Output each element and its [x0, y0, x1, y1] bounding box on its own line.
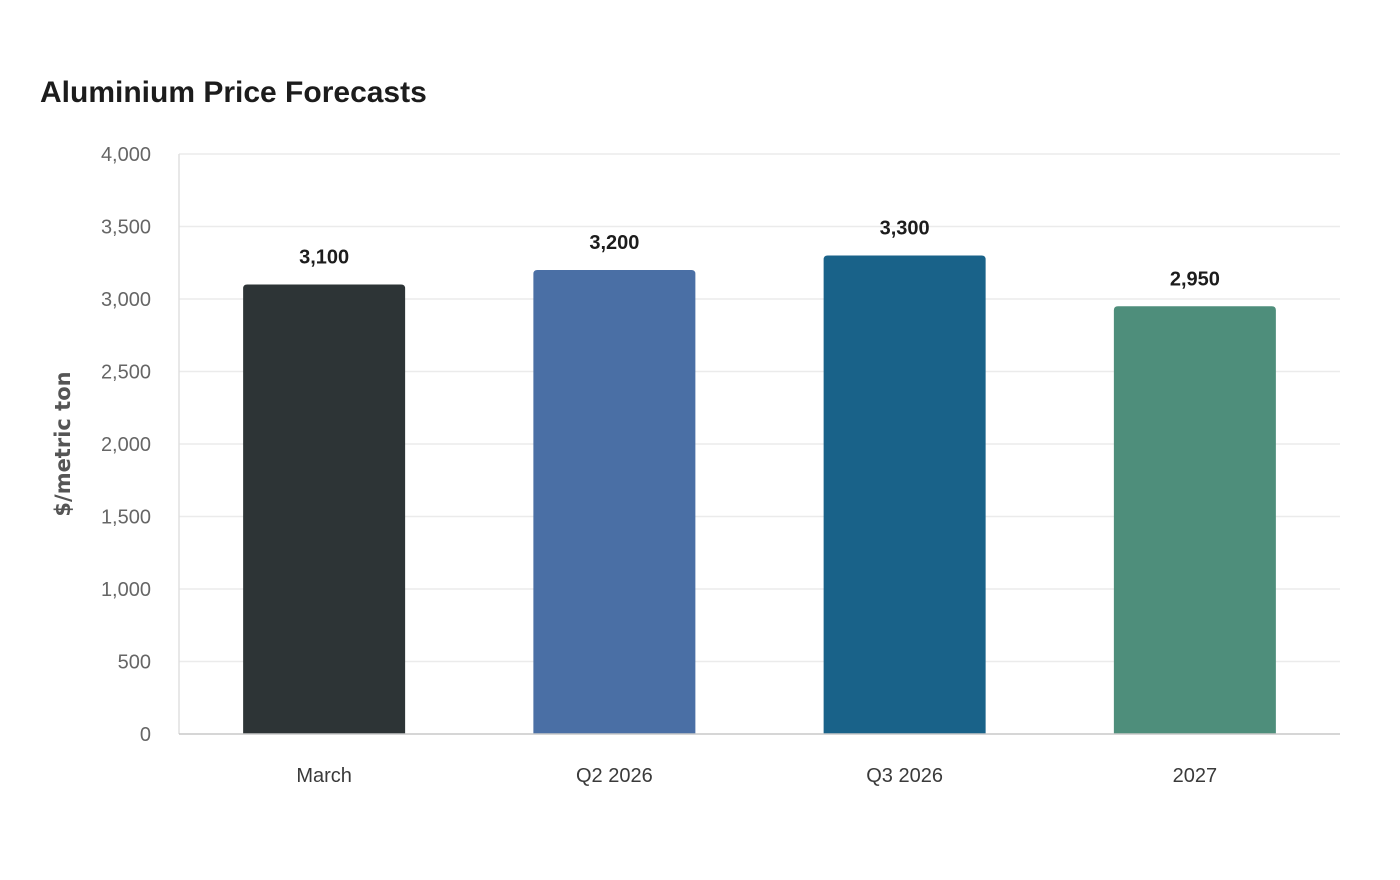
y-tick-label: 1,000 — [101, 579, 151, 601]
bars — [243, 255, 1276, 734]
value-labels: 3,100 3,200 3,300 2,950 — [299, 218, 1220, 291]
bar-value-label: 3,200 — [589, 232, 639, 254]
bar-value-label: 2,950 — [1170, 268, 1220, 290]
bar — [1113, 306, 1276, 734]
x-tick-label: Q3 2026 — [866, 765, 943, 787]
bar-value-label: 3,100 — [299, 247, 349, 269]
y-tick-label: 4,000 — [101, 144, 151, 166]
y-tick-label: 2,000 — [101, 434, 151, 456]
chart-title: Aluminium Price Forecasts — [40, 76, 427, 109]
x-tick-labels: March Q2 2026 Q3 2026 2027 — [296, 765, 1217, 787]
y-tick-labels: 0 500 1,000 1,500 2,000 2,500 3,000 3,500 4,000 — [101, 144, 151, 746]
y-axis-title: $/metric ton — [51, 371, 75, 516]
bar — [823, 255, 986, 734]
y-tick-label: 500 — [118, 652, 151, 674]
x-tick-label: March — [296, 765, 352, 787]
y-tick-label: 0 — [140, 724, 151, 746]
y-tick-label: 3,000 — [101, 289, 151, 311]
bar — [243, 284, 406, 734]
y-tick-label: 2,500 — [101, 362, 151, 384]
y-tick-label: 1,500 — [101, 507, 151, 529]
bar — [533, 270, 696, 734]
x-tick-label: Q2 2026 — [576, 765, 653, 787]
y-tick-label: 3,500 — [101, 217, 151, 239]
x-tick-label: 2027 — [1173, 765, 1218, 787]
bar-value-label: 3,300 — [880, 218, 930, 240]
